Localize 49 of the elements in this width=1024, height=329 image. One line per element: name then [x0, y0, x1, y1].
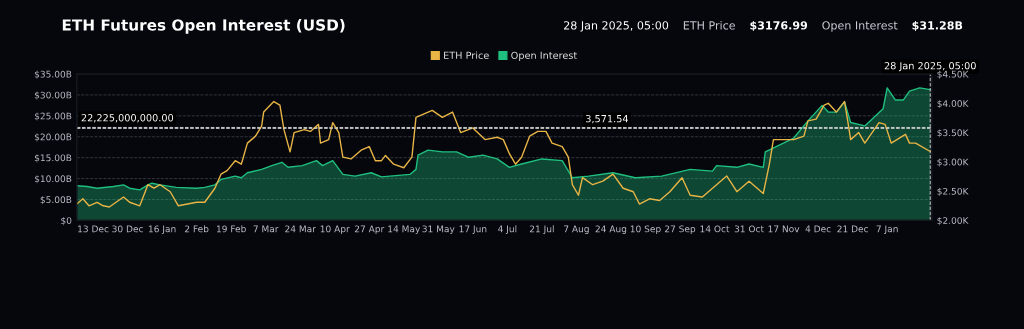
x-tick-label: 7 Aug: [564, 225, 589, 235]
ref-line-label: 22,225,000,000.00: [81, 114, 174, 123]
text: Open Interest: [822, 21, 898, 32]
y2-tick-label: $2.00K: [937, 217, 969, 226]
x-tick-label: 14 Oct: [700, 225, 730, 233]
line-series: [76, 100, 931, 208]
x-tick-label: 27 Apr: [354, 225, 385, 235]
x-tick-label: 10 Apr: [320, 225, 350, 235]
x-tick-label: 16 Jan: [148, 225, 176, 234]
legend-label: ETH Price: [444, 51, 489, 59]
y-tick-label: $5.00B: [40, 196, 72, 205]
x-tick-label: 7 Mar: [253, 225, 279, 233]
x-tick-label: 14 May: [388, 225, 421, 235]
legend-label: Open Interest: [511, 51, 577, 61]
x-tick-label: 21 Dec: [837, 225, 868, 233]
y-tick-label: $25.00B: [34, 112, 72, 121]
x-tick-label: 17 Nov: [768, 225, 800, 233]
x-tick-label: 21 Jul: [529, 225, 554, 234]
x-tick-label: 17 Jun: [459, 225, 487, 234]
ref-line-label: 3,571.54: [586, 114, 629, 124]
chart-title: ETH Futures Open Interest (USD): [62, 18, 345, 34]
x-tick-label: 10 Sep: [630, 225, 661, 235]
y2-tick-label: $3.50K: [937, 129, 969, 138]
text: 28 Jan 2025, 05:00: [564, 21, 669, 32]
y-tick-label: $10.00B: [34, 175, 72, 184]
x-tick-label: 19 Feb: [216, 225, 246, 233]
y-tick-label: $30.00B: [34, 91, 72, 100]
text: ETH Price: [683, 20, 735, 30]
y2-tick-label: $4.00K: [937, 99, 969, 109]
y2-tick-label: $4.50K: [937, 70, 969, 79]
x-tick-label: 13 Dec: [78, 225, 109, 233]
x-tick-label: 24 Aug: [595, 225, 627, 235]
text: $31.28B: [912, 20, 963, 32]
x-tick-label: 4 Jul: [498, 225, 517, 234]
y2-tick-label: $2.50K: [937, 187, 969, 196]
text: $3176.99: [750, 20, 808, 32]
x-tick-label: 7 Jan: [876, 225, 898, 234]
y2-tick-label: $3.00K: [937, 158, 969, 167]
x-tick-label: 30 Dec: [112, 225, 143, 233]
y-tick-label: $20.00B: [34, 133, 72, 142]
y-tick-label: $35.00B: [34, 70, 72, 79]
y-tick-label: $0: [61, 217, 72, 226]
x-tick-label: 27 Sep: [664, 225, 696, 235]
x-tick-label: 4 Dec: [805, 225, 831, 233]
y-tick-label: $15.00B: [34, 154, 72, 163]
x-tick-label: 2 Feb: [184, 225, 209, 233]
x-tick-label: 24 Mar: [285, 225, 316, 233]
x-tick-label: 31 Oct: [734, 225, 764, 233]
x-tick-label: 31 May: [422, 225, 455, 235]
